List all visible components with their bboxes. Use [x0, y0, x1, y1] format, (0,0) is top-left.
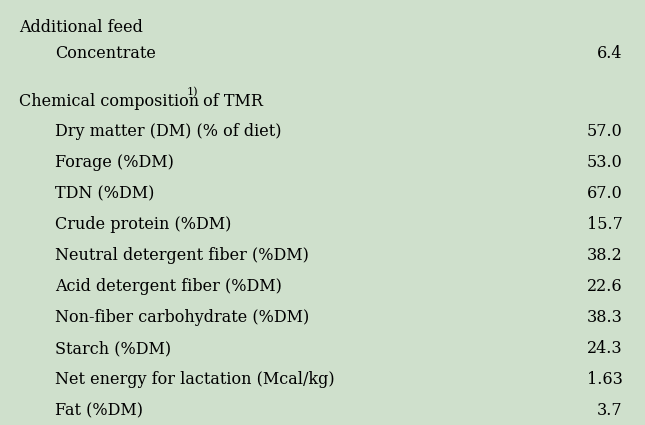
Text: 22.6: 22.6 [587, 278, 622, 295]
Text: 3.7: 3.7 [597, 402, 622, 419]
Text: 1): 1) [186, 87, 198, 97]
Text: Crude protein (%DM): Crude protein (%DM) [55, 216, 231, 233]
Text: Dry matter (DM) (% of diet): Dry matter (DM) (% of diet) [55, 123, 281, 140]
Text: Non-fiber carbohydrate (%DM): Non-fiber carbohydrate (%DM) [55, 309, 309, 326]
Text: Chemical composition: Chemical composition [19, 94, 199, 110]
Text: Acid detergent fiber (%DM): Acid detergent fiber (%DM) [55, 278, 282, 295]
Text: 57.0: 57.0 [587, 123, 622, 140]
Text: 67.0: 67.0 [587, 185, 622, 202]
Text: 15.7: 15.7 [586, 216, 622, 233]
Text: Additional feed: Additional feed [19, 19, 143, 36]
Text: TDN (%DM): TDN (%DM) [55, 185, 154, 202]
Text: Concentrate: Concentrate [55, 45, 155, 62]
Text: Starch (%DM): Starch (%DM) [55, 340, 171, 357]
Text: Forage (%DM): Forage (%DM) [55, 154, 174, 171]
Text: Fat (%DM): Fat (%DM) [55, 402, 143, 419]
Text: Neutral detergent fiber (%DM): Neutral detergent fiber (%DM) [55, 247, 309, 264]
Text: 53.0: 53.0 [587, 154, 622, 171]
Text: 38.2: 38.2 [587, 247, 622, 264]
Text: Net energy for lactation (Mcal/kg): Net energy for lactation (Mcal/kg) [55, 371, 335, 388]
Text: of TMR: of TMR [197, 94, 263, 110]
Text: 24.3: 24.3 [587, 340, 622, 357]
Text: 38.3: 38.3 [586, 309, 622, 326]
Text: 6.4: 6.4 [597, 45, 622, 62]
Text: 1.63: 1.63 [586, 371, 622, 388]
